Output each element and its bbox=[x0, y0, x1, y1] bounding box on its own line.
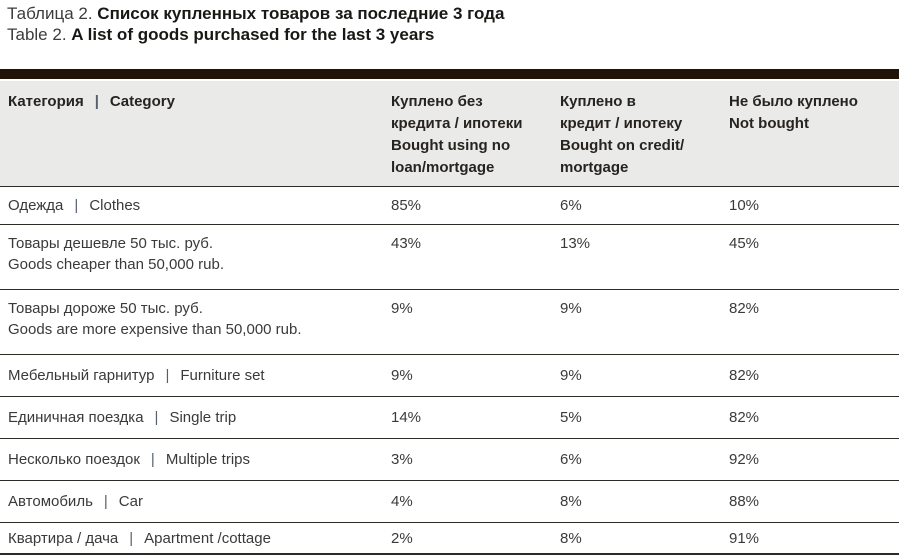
category-en: Multiple trips bbox=[165, 451, 251, 468]
value-no-loan: 9% bbox=[391, 300, 413, 317]
caption-title-en: A list of goods purchased for the last 3… bbox=[71, 25, 435, 44]
category-cell: Товары дороже 50 тыс. руб. Goods are mor… bbox=[0, 298, 391, 340]
caption-line-ru: Таблица 2. Список купленных товаров за п… bbox=[7, 3, 899, 24]
header-category-en: Category bbox=[109, 93, 175, 110]
value-credit: 6% bbox=[560, 197, 582, 214]
goods-table: Категория | Category Куплено без кредита /… bbox=[0, 69, 899, 555]
category-cell: Мебельный гарнитур | Furniture set bbox=[0, 365, 391, 386]
value-not-bought: 92% bbox=[729, 451, 760, 468]
category-cell: Одежда | Clothes bbox=[0, 195, 391, 216]
category-cell: Автомобиль | Car bbox=[0, 491, 391, 512]
value-no-loan: 14% bbox=[391, 409, 422, 426]
category-ru: Товары дешевле 50 тыс. руб. bbox=[8, 235, 214, 252]
value-no-loan: 2% bbox=[391, 530, 413, 547]
pipe-separator: | bbox=[150, 451, 155, 468]
table-row: Мебельный гарнитур | Furniture set 9% 9% 8… bbox=[0, 355, 899, 397]
table-header-row: Категория | Category Куплено без кредита /… bbox=[0, 81, 899, 187]
value-no-loan: 9% bbox=[391, 367, 413, 384]
pipe-separator: | bbox=[94, 93, 99, 110]
category-ru: Единичная поездка bbox=[8, 409, 144, 426]
table-row: Квартира / дача | Apartment /cottage 2% 8%… bbox=[0, 523, 899, 553]
value-credit: 5% bbox=[560, 409, 582, 426]
value-no-loan: 4% bbox=[391, 493, 413, 510]
pipe-separator: | bbox=[154, 409, 159, 426]
category-en: Furniture set bbox=[180, 367, 265, 384]
value-no-loan: 85% bbox=[391, 197, 422, 214]
value-credit: 6% bbox=[560, 451, 582, 468]
header-line: кредита / ипотеки bbox=[391, 115, 523, 132]
category-en: Apartment /cottage bbox=[144, 530, 271, 547]
table-row: Автомобиль | Car 4% 8% 88% bbox=[0, 481, 899, 523]
value-not-bought: 45% bbox=[729, 235, 760, 252]
category-cell: Несколько поездок | Multiple trips bbox=[0, 449, 391, 470]
category-ru: Квартира / дача bbox=[8, 530, 119, 547]
category-cell: Квартира / дача | Apartment /cottage bbox=[0, 528, 391, 549]
value-not-bought: 82% bbox=[729, 409, 760, 426]
category-ru: Несколько поездок bbox=[8, 451, 140, 468]
value-credit: 9% bbox=[560, 300, 582, 317]
category-en: Goods are more expensive than 50,000 rub… bbox=[8, 321, 302, 338]
caption-label-en: Table 2. bbox=[7, 25, 67, 44]
category-ru: Автомобиль bbox=[8, 493, 93, 510]
category-en: Car bbox=[118, 493, 143, 510]
category-en: Goods cheaper than 50,000 rub. bbox=[8, 256, 224, 273]
header-line: кредит / ипотеку bbox=[560, 115, 683, 132]
header-line: Куплено в bbox=[560, 93, 636, 110]
header-line: Bought using no bbox=[391, 137, 511, 154]
header-cell-category: Категория | Category bbox=[0, 91, 391, 179]
value-no-loan: 43% bbox=[391, 235, 422, 252]
category-ru: Товары дороже 50 тыс. руб. bbox=[8, 300, 203, 317]
value-credit: 8% bbox=[560, 493, 582, 510]
value-credit: 13% bbox=[560, 235, 591, 252]
header-line: mortgage bbox=[560, 159, 629, 176]
pipe-separator: | bbox=[129, 530, 134, 547]
value-not-bought: 82% bbox=[729, 300, 760, 317]
pipe-separator: | bbox=[74, 197, 79, 214]
table-caption: Таблица 2. Список купленных товаров за п… bbox=[0, 0, 899, 45]
category-cell: Единичная поездка | Single trip bbox=[0, 407, 391, 428]
header-cell-not-bought: Не было куплено Not bought bbox=[729, 91, 899, 179]
caption-line-en: Table 2. A list of goods purchased for t… bbox=[7, 24, 899, 45]
header-line: loan/mortgage bbox=[391, 159, 495, 176]
value-credit: 9% bbox=[560, 367, 582, 384]
table-row: Одежда | Clothes 85% 6% 10% bbox=[0, 187, 899, 225]
header-line: Не было куплено bbox=[729, 93, 858, 110]
header-cell-credit: Куплено в кредит / ипотеку Bought on cre… bbox=[560, 91, 729, 179]
pipe-separator: | bbox=[103, 493, 108, 510]
table-row: Товары дороже 50 тыс. руб. Goods are mor… bbox=[0, 290, 899, 355]
value-not-bought: 88% bbox=[729, 493, 760, 510]
category-en: Clothes bbox=[89, 197, 141, 214]
pipe-separator: | bbox=[165, 367, 170, 384]
value-no-loan: 3% bbox=[391, 451, 413, 468]
category-ru: Одежда bbox=[8, 197, 64, 214]
category-ru: Мебельный гарнитур bbox=[8, 367, 155, 384]
value-not-bought: 10% bbox=[729, 197, 760, 214]
header-line: Bought on credit/ bbox=[560, 137, 685, 154]
header-line: Куплено без bbox=[391, 93, 483, 110]
table-row: Несколько поездок | Multiple trips 3% 6% 9… bbox=[0, 439, 899, 481]
header-line: Not bought bbox=[729, 115, 809, 132]
caption-title-ru: Список купленных товаров за последние 3 … bbox=[97, 4, 505, 23]
category-en: Single trip bbox=[169, 409, 237, 426]
table-row: Единичная поездка | Single trip 14% 5% 82% bbox=[0, 397, 899, 439]
header-category-ru: Категория bbox=[8, 93, 84, 110]
table-row: Товары дешевле 50 тыс. руб. Goods cheape… bbox=[0, 225, 899, 290]
table-top-rule bbox=[0, 69, 899, 79]
value-not-bought: 91% bbox=[729, 530, 760, 547]
caption-label-ru: Таблица 2. bbox=[7, 4, 93, 23]
value-credit: 8% bbox=[560, 530, 582, 547]
value-not-bought: 82% bbox=[729, 367, 760, 384]
category-cell: Товары дешевле 50 тыс. руб. Goods cheape… bbox=[0, 233, 391, 275]
header-cell-no-loan: Куплено без кредита / ипотеки Bought usi… bbox=[391, 91, 560, 179]
